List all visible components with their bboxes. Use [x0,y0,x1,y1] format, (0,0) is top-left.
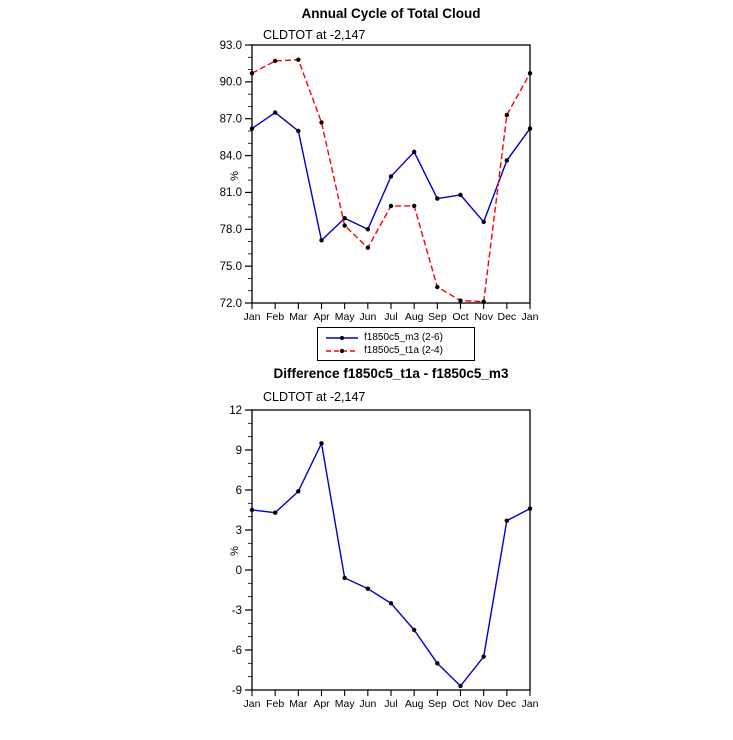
svg-text:Sep: Sep [428,698,447,710]
svg-text:-9: -9 [232,685,242,697]
svg-text:Feb: Feb [266,698,284,710]
svg-text:12: 12 [229,405,242,417]
svg-text:Dec: Dec [497,698,516,710]
svg-text:3: 3 [236,525,242,537]
difference-plot-area: -9 -6 -3 0 3 6 9 12 Jan Feb Mar Apr May Jun Jul Aug Sep O… [229,405,539,710]
annual-cycle-plot-area: 72.0 75.0 78.0 81.0 84.0 87.0 90.0 93.0 Jan Feb Ma… [220,40,539,323]
svg-text:Jan: Jan [522,311,539,323]
svg-text:Dec: Dec [497,311,516,323]
svg-text:Mar: Mar [289,311,308,323]
svg-text:81.0: 81.0 [220,187,242,199]
svg-text:Jul: Jul [384,698,397,710]
svg-text:Jan: Jan [522,698,539,710]
difference-chart: Difference f1850c5_t1a - f1850c5_m3 CLDT… [0,362,733,740]
svg-text:0: 0 [236,565,242,577]
svg-text:May: May [335,311,356,323]
svg-text:-3: -3 [232,605,242,617]
svg-text:Oct: Oct [452,698,468,710]
legend: f1850c5_m3 (2-6) f1850c5_t1a (2-4) [317,327,475,361]
chart-subtitle: CLDTOT at -2,147 [263,390,366,404]
svg-text:6: 6 [236,485,242,497]
chart-title: Annual Cycle of Total Cloud [301,6,481,21]
svg-text:Nov: Nov [474,311,493,323]
svg-text:9: 9 [236,445,242,457]
svg-text:84.0: 84.0 [220,150,242,162]
legend-line-sample-t1a [326,348,358,353]
chart-subtitle: CLDTOT at -2,147 [263,28,366,42]
svg-text:Apr: Apr [313,311,330,323]
svg-text:Oct: Oct [452,311,468,323]
svg-text:Aug: Aug [405,311,424,323]
svg-text:-6: -6 [232,645,242,657]
svg-text:Sep: Sep [428,311,447,323]
svg-text:78.0: 78.0 [220,224,242,236]
svg-text:Jan: Jan [244,311,261,323]
svg-text:90.0: 90.0 [220,77,242,89]
svg-text:Feb: Feb [266,311,284,323]
svg-text:Jun: Jun [359,698,376,710]
svg-text:87.0: 87.0 [220,114,242,126]
svg-text:Aug: Aug [405,698,424,710]
svg-text:Jan: Jan [244,698,261,710]
chart-title: Difference f1850c5_t1a - f1850c5_m3 [273,366,509,381]
svg-text:72.0: 72.0 [220,298,242,310]
svg-text:93.0: 93.0 [220,40,242,52]
annual-cycle-chart: Annual Cycle of Total Cloud CLDTOT at -2… [0,0,733,325]
legend-entry: f1850c5_t1a (2-4) [324,344,470,357]
svg-text:Jun: Jun [359,311,376,323]
svg-text:May: May [335,698,356,710]
legend-label: f1850c5_m3 (2-6) [364,332,443,343]
svg-text:Jul: Jul [384,311,397,323]
svg-text:Mar: Mar [289,698,308,710]
legend-entry: f1850c5_m3 (2-6) [324,331,470,344]
legend-line-sample-m3 [326,335,358,340]
svg-text:75.0: 75.0 [220,261,242,273]
svg-text:Apr: Apr [313,698,330,710]
legend-label: f1850c5_t1a (2-4) [364,345,443,356]
svg-text:Nov: Nov [474,698,493,710]
